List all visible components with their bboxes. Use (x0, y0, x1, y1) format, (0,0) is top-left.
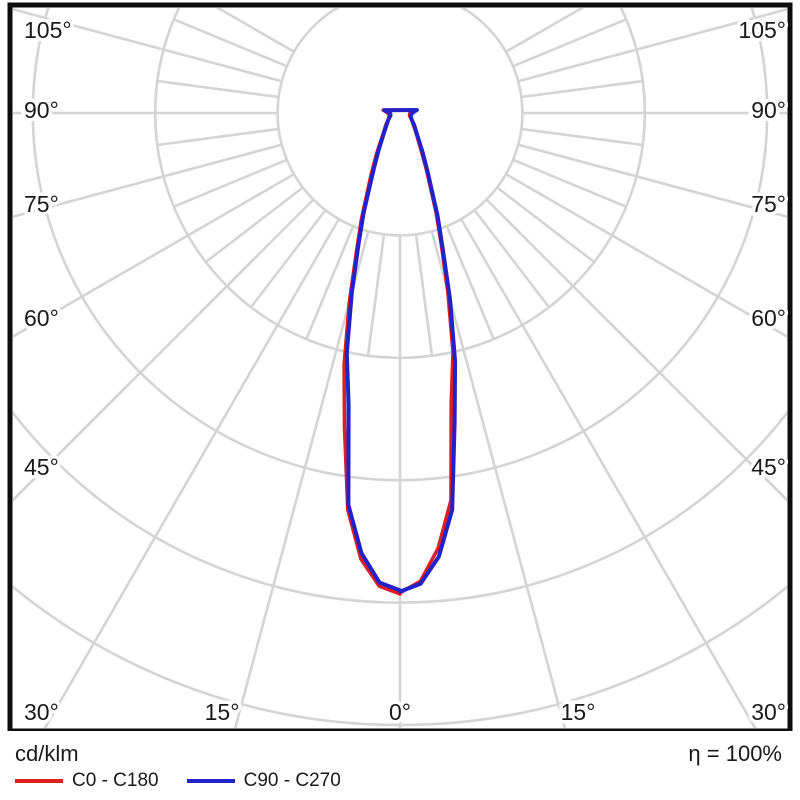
polar-plot-area: 105° 90° 75° 60° 45° 30° 105° 90° 75° 60° 45° 30° 15… (7, 2, 793, 733)
polar-grid-radial-minor (173, 158, 288, 208)
angle-label: 15° (561, 699, 596, 725)
unit-label: cd/klm (15, 741, 79, 766)
chart-footer: cd/klm η = 100% C0 - C180 C90 - C270 (0, 731, 800, 800)
legend: C0 - C180 C90 - C270 (0, 767, 800, 792)
polar-grid-radial-minor (496, 186, 595, 264)
polar-grid-radial-major (13, 8, 283, 83)
angle-label: 45° (24, 454, 59, 480)
legend-label-c0-c180: C0 - C180 (72, 770, 159, 791)
legend-line-c90-c270 (186, 779, 235, 783)
angle-label: 15° (205, 699, 240, 725)
polar-grid-radial-major (13, 173, 295, 338)
legend-label-c90-c270: C90 - C270 (243, 770, 341, 791)
efficiency-value: η = 100% (688, 741, 782, 766)
angle-label: 75° (24, 191, 59, 217)
legend-line-c0-c180 (15, 779, 63, 783)
polar-grid-radial-minor (305, 225, 355, 340)
polar-grid-radial-major (233, 230, 370, 728)
angle-label: 45° (751, 454, 786, 480)
polar-grid-radial-minor (157, 79, 279, 99)
polar-grid-radial-minor (205, 186, 304, 264)
polar-grid-radial-major (460, 218, 757, 728)
angle-label: 105° (738, 17, 786, 43)
angle-label: 60° (24, 305, 59, 331)
polar-grid-radial-minor (173, 18, 288, 68)
polar-grid-radial-minor (445, 225, 495, 340)
legend-item-c0-c180: C0 - C180 (15, 770, 159, 792)
angle-label: 0° (389, 699, 411, 725)
polar-grid-radial-major (43, 218, 340, 728)
polar-grid-radial-major (517, 143, 787, 219)
angle-label: 75° (751, 191, 786, 217)
angle-label: 90° (24, 97, 59, 123)
angle-label: 30° (751, 699, 786, 725)
polar-grid-radial-major (13, 143, 283, 219)
polar-grid-radial-minor (521, 127, 643, 147)
angle-label: 30° (24, 699, 59, 725)
polar-photometric-chart: 105° 90° 75° 60° 45° 30° 105° 90° 75° 60° 45° 30° 15… (7, 2, 793, 733)
curve-c90-c270 (344, 108, 458, 594)
polar-grid-radial-minor (521, 79, 643, 99)
angle-label: 90° (751, 97, 786, 123)
polar-grid-radial-minor (512, 18, 627, 68)
polar-grid-radial-major (430, 230, 567, 728)
polar-grid-radial-minor (512, 158, 627, 208)
polar-grid-radial-major (13, 198, 315, 502)
polar-grid-radial-minor (249, 209, 327, 308)
polar-grid-radial-minor (473, 209, 551, 308)
polar-grid-radial-minor (414, 234, 434, 356)
polar-grid-radial-minor (366, 234, 386, 356)
footer-top-row: cd/klm η = 100% (0, 731, 800, 767)
legend-item-c90-c270: C90 - C270 (186, 770, 341, 792)
polar-grid-radial-major (517, 8, 787, 83)
polar-grid-radial-major (505, 173, 787, 338)
polar-grid-radial-major (485, 198, 787, 502)
polar-grid-radial-minor (157, 127, 279, 147)
curves (342, 108, 458, 596)
curve-c0-c180 (342, 108, 455, 596)
polar-grid (13, 8, 787, 728)
polar-grid-ring (276, 8, 524, 237)
angle-label: 105° (24, 17, 72, 43)
angle-label: 60° (751, 305, 786, 331)
